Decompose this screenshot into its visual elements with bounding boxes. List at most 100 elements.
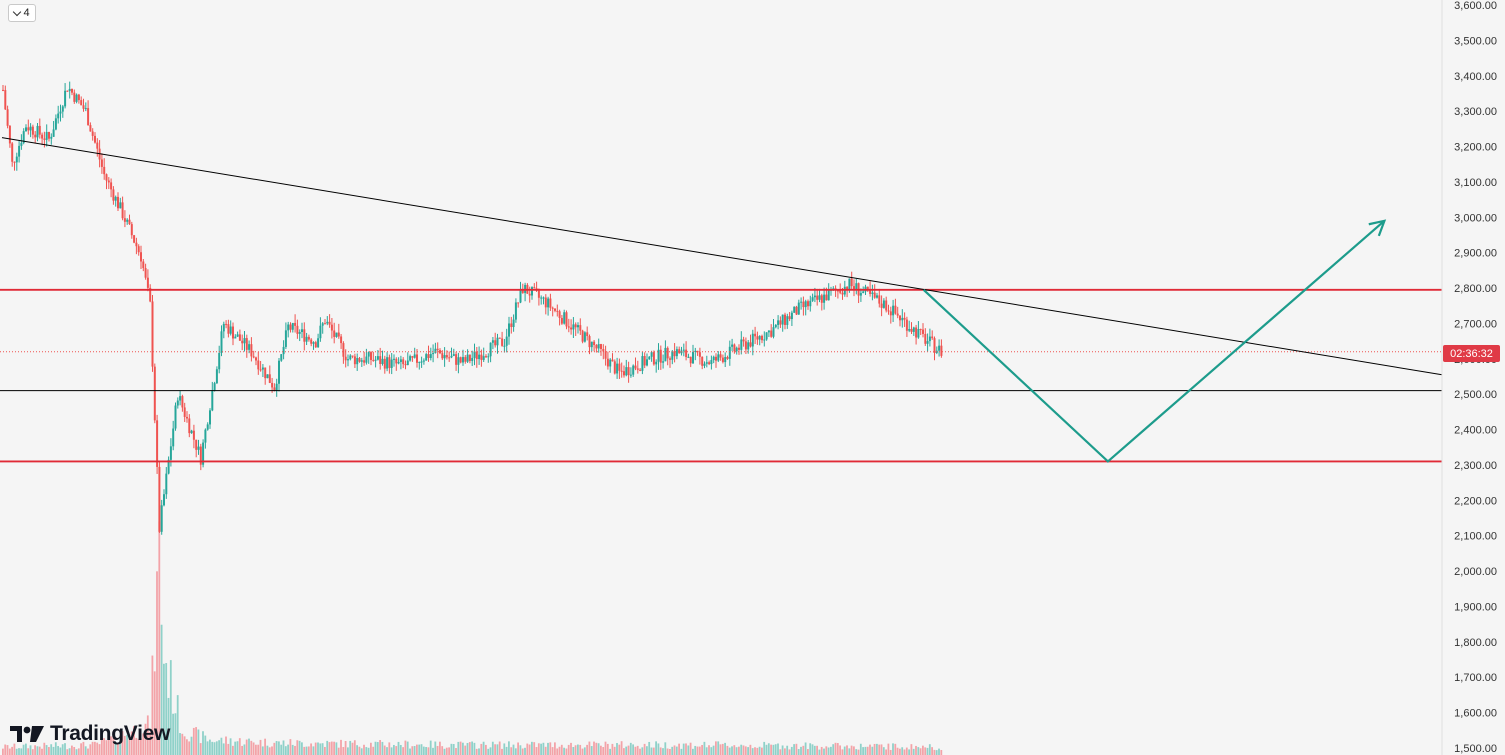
candle-body bbox=[363, 360, 366, 363]
drawing-layer bbox=[0, 137, 1443, 463]
candle-body bbox=[533, 287, 536, 289]
candle-body bbox=[740, 339, 743, 350]
volume-bar bbox=[882, 747, 885, 755]
candle-body bbox=[903, 317, 906, 320]
candle-body bbox=[75, 94, 78, 102]
volume-bar bbox=[25, 743, 27, 755]
candle-body bbox=[4, 90, 7, 110]
volume-bar bbox=[889, 749, 892, 755]
candle-body bbox=[50, 136, 53, 139]
candle-body bbox=[781, 314, 784, 325]
tradingview-logo[interactable]: TradingView bbox=[10, 722, 170, 746]
volume-bar bbox=[514, 748, 517, 755]
y-tick-label: 3,300.00 bbox=[1454, 106, 1497, 118]
candle-body bbox=[317, 338, 320, 348]
candle-body bbox=[505, 336, 508, 346]
volume-bar bbox=[441, 746, 444, 755]
interval-dropdown[interactable]: 4 bbox=[8, 4, 36, 22]
candle-body bbox=[567, 326, 570, 328]
candle-body bbox=[521, 288, 524, 293]
volume-bar bbox=[370, 742, 372, 755]
candle-body bbox=[485, 356, 487, 358]
candle-body bbox=[234, 336, 237, 339]
candle-body bbox=[715, 356, 717, 361]
volume-bar bbox=[896, 747, 899, 755]
volume-bar bbox=[756, 747, 759, 755]
volume-bar bbox=[579, 744, 582, 755]
candle-body bbox=[475, 351, 478, 360]
candle-body bbox=[761, 335, 763, 341]
volume-bar bbox=[498, 741, 501, 755]
candle-body bbox=[698, 352, 701, 357]
candle-body bbox=[724, 357, 727, 363]
candle-body bbox=[112, 189, 115, 201]
volume-bar bbox=[710, 747, 713, 755]
volume-bar bbox=[335, 742, 338, 755]
volume-bar bbox=[657, 743, 660, 755]
volume-bar bbox=[11, 746, 13, 755]
candle-body bbox=[324, 323, 326, 325]
volume-bar bbox=[209, 739, 211, 755]
candle-body bbox=[494, 340, 497, 346]
candle-body bbox=[422, 360, 425, 362]
volume-bar bbox=[632, 744, 634, 755]
volume-bar bbox=[82, 741, 85, 755]
volume-bar bbox=[105, 740, 108, 755]
volume-bar bbox=[666, 748, 669, 755]
volume-bar bbox=[225, 736, 227, 755]
volume-bar bbox=[485, 744, 487, 755]
candle-body bbox=[179, 396, 182, 401]
volume-bar bbox=[468, 742, 471, 755]
candle-body bbox=[850, 278, 853, 287]
candle-body bbox=[31, 126, 34, 135]
volume-bar bbox=[659, 747, 662, 755]
candle-body bbox=[245, 338, 248, 350]
volume-bar bbox=[114, 742, 117, 755]
volume-bar bbox=[862, 747, 864, 755]
volume-bar bbox=[386, 747, 388, 755]
volume-bar bbox=[834, 742, 837, 755]
candle-body bbox=[353, 356, 356, 365]
volume-bar bbox=[326, 740, 329, 755]
candle-body bbox=[296, 325, 299, 334]
candle-body bbox=[908, 329, 911, 331]
volume-bar bbox=[443, 748, 446, 755]
volume-bar bbox=[227, 743, 230, 755]
volume-bar bbox=[31, 749, 34, 755]
candle-body bbox=[218, 352, 221, 370]
volume-bar bbox=[133, 726, 135, 755]
candle-body bbox=[314, 342, 317, 348]
brand-name: TradingView bbox=[50, 722, 171, 745]
volume-bar bbox=[172, 713, 174, 755]
volume-bar bbox=[452, 744, 455, 755]
y-tick-label: 3,200.00 bbox=[1454, 142, 1497, 154]
candle-body bbox=[498, 337, 501, 339]
candle-body bbox=[61, 106, 64, 112]
candle-body bbox=[478, 354, 481, 360]
volume-bar bbox=[197, 729, 200, 755]
candle-body bbox=[910, 329, 913, 332]
y-tick-label: 3,500.00 bbox=[1454, 35, 1497, 47]
volume-bar bbox=[4, 744, 7, 755]
volume-bar bbox=[830, 746, 832, 755]
volume-bar bbox=[165, 663, 168, 755]
candle-body bbox=[880, 303, 883, 308]
volume-bar bbox=[181, 733, 184, 755]
candle-body bbox=[25, 127, 27, 132]
volume-bar bbox=[724, 742, 726, 755]
candle-body bbox=[827, 290, 830, 301]
candle-body bbox=[882, 300, 885, 308]
y-tick-label: 1,600.00 bbox=[1454, 708, 1497, 720]
candle-body bbox=[255, 357, 257, 361]
candle-body bbox=[381, 358, 384, 365]
volume-bar bbox=[413, 746, 416, 755]
candle-body bbox=[696, 350, 699, 353]
volume-bar bbox=[151, 655, 154, 755]
volume-bar bbox=[27, 748, 30, 755]
candle-body bbox=[586, 332, 589, 337]
candle-body bbox=[579, 325, 582, 331]
volume-bar bbox=[540, 743, 542, 755]
candle-body bbox=[169, 446, 172, 460]
volume-bar bbox=[43, 742, 46, 755]
